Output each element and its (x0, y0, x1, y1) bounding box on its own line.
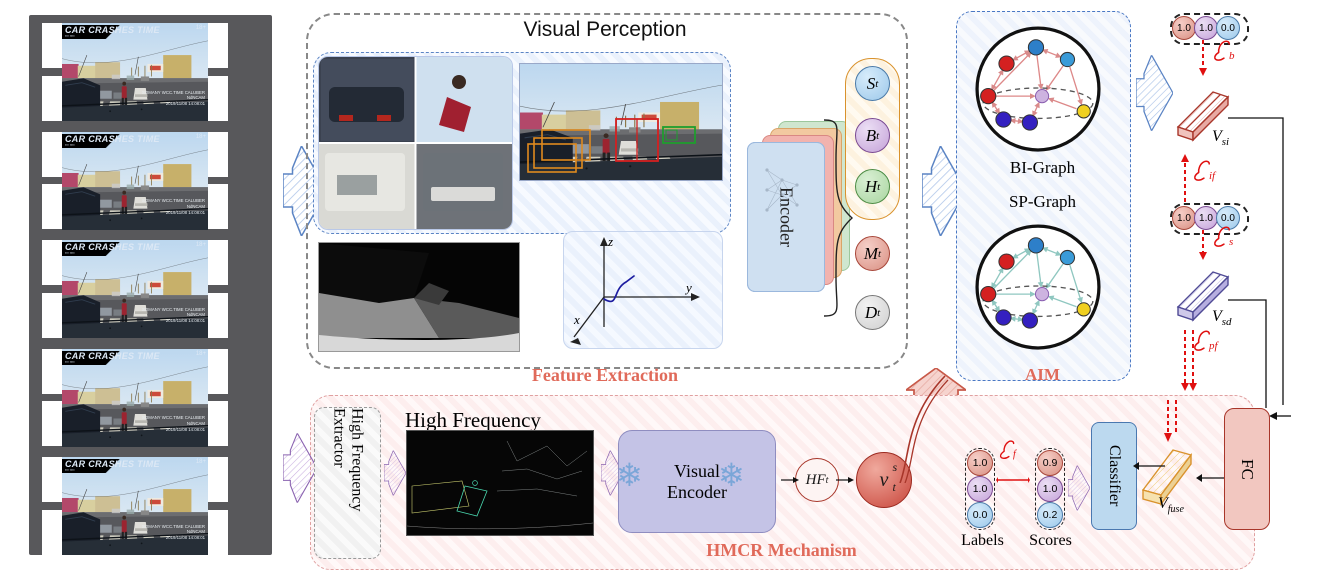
svg-text:z: z (607, 234, 613, 249)
svg-text:y: y (684, 280, 692, 295)
svg-text:x: x (573, 312, 580, 327)
